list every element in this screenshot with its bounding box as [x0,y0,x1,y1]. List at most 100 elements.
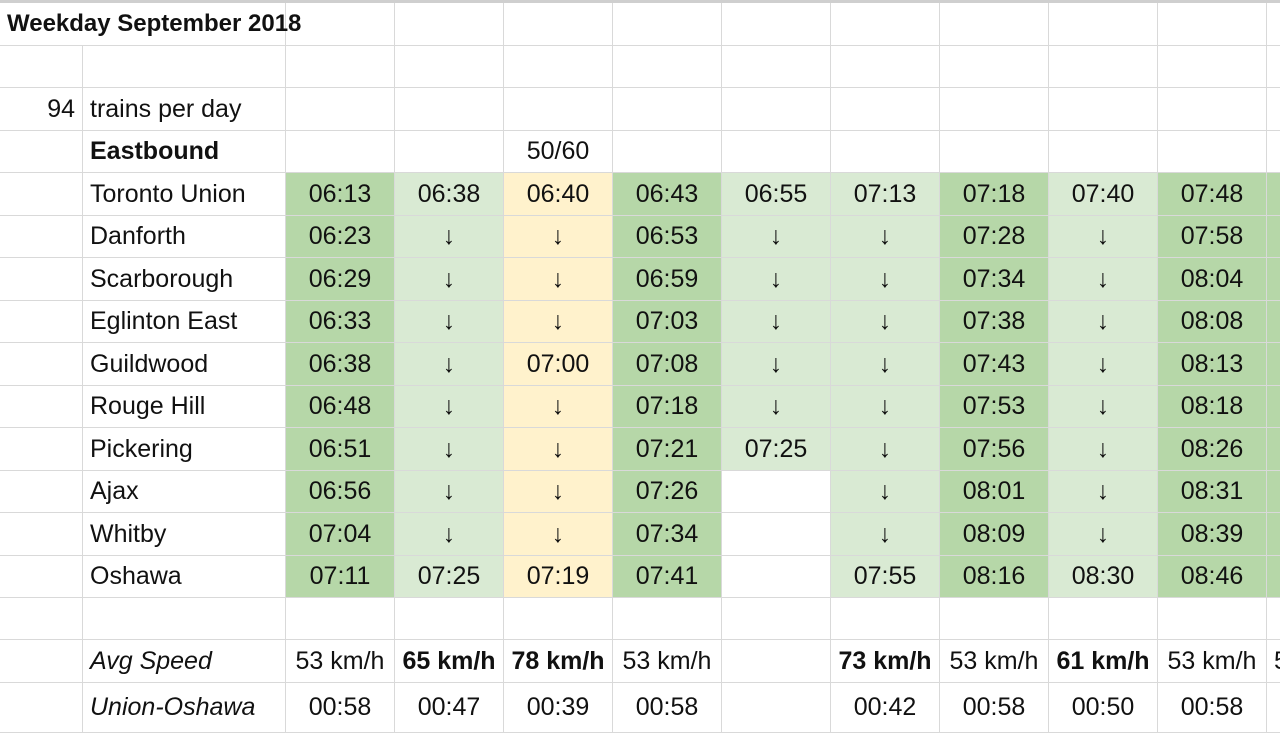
empty-cell[interactable] [1267,131,1280,173]
time-cell[interactable]: 07:21 [613,428,722,471]
trains-label[interactable]: trains per day [83,88,286,131]
time-cell[interactable]: 07:26 [613,471,722,513]
direction-heading[interactable]: Eastbound [83,131,286,173]
pass-through-arrow[interactable]: ↓ [1049,216,1158,258]
empty-cell[interactable] [613,46,722,88]
pass-through-arrow[interactable]: ↓ [504,513,613,556]
time-cell[interactable]: 07:34 [613,513,722,556]
time-cell[interactable]: 07:41 [613,556,722,598]
empty-cell[interactable] [1158,131,1267,173]
empty-cell[interactable] [286,3,395,46]
pass-through-arrow[interactable]: ↓ [1049,428,1158,471]
avg-speed-cell[interactable]: 65 km/h [395,640,504,683]
pass-through-arrow[interactable]: ↓ [831,258,940,301]
time-cell[interactable]: 06:48 [286,386,395,428]
empty-cell[interactable] [1158,46,1267,88]
time-cell[interactable] [1267,556,1280,598]
station-name[interactable]: Whitby [83,513,286,556]
route-label[interactable]: Union-Oshawa [83,683,286,733]
empty-cell[interactable] [286,46,395,88]
time-cell[interactable]: 08:08 [1158,301,1267,343]
sheet-title[interactable]: Weekday September 2018 [0,3,301,46]
station-name[interactable]: Danforth [83,216,286,258]
time-cell[interactable]: 08:01 [940,471,1049,513]
empty-cell[interactable] [1267,3,1280,46]
time-cell[interactable]: 08:26 [1158,428,1267,471]
empty-cell[interactable] [722,46,831,88]
time-cell[interactable]: 07:34 [940,258,1049,301]
time-cell[interactable] [1267,258,1280,301]
empty-cell[interactable] [1267,88,1280,131]
station-name[interactable]: Rouge Hill [83,386,286,428]
time-cell[interactable]: 07:18 [940,173,1049,216]
empty-cell[interactable] [831,598,940,640]
pass-through-arrow[interactable]: ↓ [831,301,940,343]
empty-cell[interactable] [83,46,286,88]
time-cell[interactable]: 07:38 [940,301,1049,343]
avg-speed-cell[interactable]: 53 km/h [1158,640,1267,683]
station-name[interactable]: Scarborough [83,258,286,301]
time-cell[interactable]: 08:31 [1158,471,1267,513]
empty-cell[interactable] [1267,46,1280,88]
empty-cell[interactable] [395,46,504,88]
avg-speed-cell[interactable]: 5 [1267,640,1280,683]
time-cell[interactable]: 06:40 [504,173,613,216]
empty-cell[interactable] [831,3,940,46]
duration-cell[interactable] [722,683,831,733]
empty-cell[interactable] [722,3,831,46]
empty-cell[interactable] [0,471,83,513]
note-cell[interactable]: 50/60 [504,131,613,173]
time-cell[interactable]: 06:43 [613,173,722,216]
pass-through-arrow[interactable]: ↓ [831,513,940,556]
empty-cell[interactable] [1049,3,1158,46]
trains-count[interactable]: 94 [0,88,83,131]
empty-cell[interactable] [613,598,722,640]
pass-through-arrow[interactable]: ↓ [722,301,831,343]
empty-cell[interactable] [1158,598,1267,640]
time-cell[interactable]: 07:55 [831,556,940,598]
empty-cell[interactable] [0,216,83,258]
pass-through-arrow[interactable]: ↓ [395,258,504,301]
empty-cell[interactable] [1158,88,1267,131]
time-cell[interactable]: 06:38 [286,343,395,386]
avg-speed-cell[interactable]: 53 km/h [940,640,1049,683]
time-cell[interactable]: 06:13 [286,173,395,216]
pass-through-arrow[interactable]: ↓ [395,513,504,556]
time-cell[interactable]: 06:23 [286,216,395,258]
empty-cell[interactable] [831,46,940,88]
empty-cell[interactable] [286,131,395,173]
empty-cell[interactable] [286,88,395,131]
pass-through-arrow[interactable]: ↓ [395,216,504,258]
pass-through-arrow[interactable]: ↓ [1049,343,1158,386]
avg-speed-cell[interactable]: 73 km/h [831,640,940,683]
empty-cell[interactable] [0,258,83,301]
time-cell[interactable]: 06:29 [286,258,395,301]
empty-cell[interactable] [504,88,613,131]
pass-through-arrow[interactable]: ↓ [1049,471,1158,513]
time-cell[interactable]: 08:13 [1158,343,1267,386]
empty-cell[interactable] [613,88,722,131]
time-cell[interactable] [1267,216,1280,258]
time-cell[interactable] [1267,386,1280,428]
time-cell[interactable] [1267,343,1280,386]
time-cell[interactable] [1267,513,1280,556]
empty-cell[interactable] [940,46,1049,88]
avg-speed-cell[interactable]: 53 km/h [613,640,722,683]
time-cell[interactable]: 08:30 [1049,556,1158,598]
empty-cell[interactable] [395,88,504,131]
empty-cell[interactable] [613,3,722,46]
time-cell[interactable]: 07:18 [613,386,722,428]
duration-cell[interactable]: 00:58 [940,683,1049,733]
time-cell[interactable]: 08:04 [1158,258,1267,301]
time-cell[interactable]: 07:13 [831,173,940,216]
pass-through-arrow[interactable]: ↓ [504,471,613,513]
pass-through-arrow[interactable]: ↓ [722,343,831,386]
empty-cell[interactable] [395,3,504,46]
station-name[interactable]: Toronto Union [83,173,286,216]
time-cell[interactable] [1267,471,1280,513]
empty-cell[interactable] [0,173,83,216]
empty-cell[interactable] [940,88,1049,131]
empty-cell[interactable] [1049,131,1158,173]
avg-speed-cell[interactable]: 78 km/h [504,640,613,683]
empty-cell[interactable] [0,598,83,640]
